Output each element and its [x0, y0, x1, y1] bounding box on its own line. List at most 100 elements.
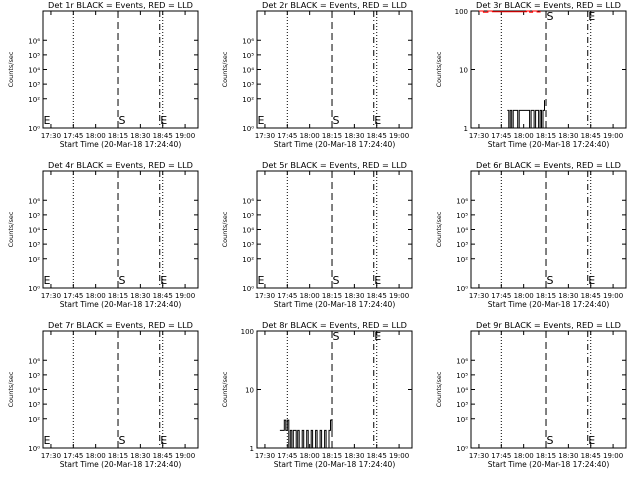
y-tick-label: 10² — [28, 256, 40, 264]
x-tick-label: 17:45 — [63, 452, 83, 460]
panel-title: Det 6r BLACK = Events, RED = LLD — [476, 160, 621, 170]
marker-label-E: E — [160, 434, 167, 447]
y-tick-label: 10⁶ — [456, 197, 468, 205]
marker-label-E: E — [374, 274, 381, 287]
x-tick-label: 18:45 — [153, 132, 173, 140]
x-tick-label: 18:45 — [367, 452, 387, 460]
y-tick-label: 1 — [464, 125, 468, 133]
marker-label-edge: E — [44, 274, 51, 287]
x-tick-label: 19:00 — [603, 132, 623, 140]
x-axis-label: Start Time (20-Mar-18 17:24:40) — [488, 300, 610, 309]
y-axis-label: Counts/sec — [221, 371, 229, 407]
marker-label-edge: E — [258, 274, 265, 287]
y-tick-label: 10³ — [242, 81, 254, 89]
panel-det-4: Det 4r BLACK = Events, RED = LLD Counts/s… — [7, 160, 199, 309]
x-tick-label: 17:30 — [469, 292, 489, 300]
y-tick-label: 10⁶ — [28, 197, 40, 205]
y-tick-label: 10⁶ — [456, 357, 468, 365]
panel-det-3: Det 3r BLACK = Events, RED = LLD Counts/s… — [435, 0, 627, 149]
panel-det-9: Det 9r BLACK = Events, RED = LLD Counts/s… — [435, 320, 627, 469]
x-tick-label: 18:30 — [130, 452, 150, 460]
y-tick-label: 10² — [28, 96, 40, 104]
y-tick-label: 10² — [242, 256, 254, 264]
x-tick-label: 19:00 — [389, 132, 409, 140]
x-tick-label: 17:45 — [277, 132, 297, 140]
y-tick-label: 10⁵ — [456, 212, 468, 220]
x-tick-label: 19:00 — [175, 132, 195, 140]
x-axis-label: Start Time (20-Mar-18 17:24:40) — [60, 140, 182, 149]
y-axis-label: Counts/sec — [221, 51, 229, 87]
x-tick-label: 17:45 — [63, 292, 83, 300]
x-tick-label: 17:45 — [277, 292, 297, 300]
x-tick-label: 17:30 — [41, 132, 61, 140]
y-tick-label: 10 — [245, 387, 254, 395]
y-tick-label: 100 — [455, 8, 468, 16]
y-tick-label: 10⁰ — [28, 125, 40, 133]
x-tick-label: 18:15 — [536, 292, 556, 300]
y-tick-label: 10⁵ — [242, 212, 254, 220]
x-tick-label: 18:30 — [558, 452, 578, 460]
x-tick-label: 17:45 — [491, 292, 511, 300]
x-tick-label: 18:30 — [558, 292, 578, 300]
plot-frame — [470, 330, 627, 449]
y-axis-label: Counts/sec — [435, 51, 443, 87]
x-tick-label: 19:00 — [603, 452, 623, 460]
marker-label-S: S — [547, 434, 554, 447]
x-tick-label: 18:45 — [581, 292, 601, 300]
x-tick-label: 17:30 — [255, 132, 275, 140]
x-tick-label: 17:30 — [255, 292, 275, 300]
y-axis-label: Counts/sec — [7, 51, 15, 87]
x-axis-label: Start Time (20-Mar-18 17:24:40) — [274, 460, 396, 469]
x-tick-label: 19:00 — [175, 292, 195, 300]
y-tick-label: 10⁵ — [456, 372, 468, 380]
plot-frame — [42, 330, 199, 449]
panel-det-2: Det 2r BLACK = Events, RED = LLD Counts/s… — [221, 0, 413, 149]
marker-label-S: S — [333, 330, 340, 343]
x-tick-label: 18:00 — [86, 292, 106, 300]
marker-label-S: S — [119, 274, 126, 287]
marker-label-S: S — [119, 434, 126, 447]
y-tick-label: 10⁰ — [456, 285, 468, 293]
y-tick-label: 10⁵ — [242, 52, 254, 60]
series-line-1 — [279, 419, 333, 449]
x-tick-label: 18:30 — [344, 132, 364, 140]
y-tick-label: 10² — [456, 416, 468, 424]
y-tick-label: 10⁶ — [28, 357, 40, 365]
plot-frame — [470, 170, 627, 289]
x-tick-label: 18:00 — [86, 132, 106, 140]
panel-title: Det 2r BLACK = Events, RED = LLD — [262, 0, 407, 10]
x-tick-label: 18:30 — [130, 292, 150, 300]
marker-label-E: E — [160, 274, 167, 287]
marker-label-E: E — [588, 274, 595, 287]
marker-label-S: S — [333, 274, 340, 287]
y-tick-label: 10⁴ — [456, 387, 468, 395]
panel-det-5: Det 5r BLACK = Events, RED = LLD Counts/s… — [221, 160, 413, 309]
x-tick-label: 18:15 — [536, 452, 556, 460]
x-tick-label: 18:00 — [514, 452, 534, 460]
x-tick-label: 18:45 — [367, 292, 387, 300]
marker-label-edge: E — [44, 114, 51, 127]
plot-frame — [42, 170, 199, 289]
y-tick-label: 10⁰ — [242, 125, 254, 133]
x-tick-label: 18:15 — [108, 452, 128, 460]
marker-label-E: E — [374, 114, 381, 127]
y-tick-label: 10³ — [28, 401, 40, 409]
x-tick-label: 18:45 — [153, 292, 173, 300]
marker-label-E: E — [588, 434, 595, 447]
x-tick-label: 17:30 — [469, 132, 489, 140]
x-tick-label: 18:30 — [130, 132, 150, 140]
y-axis-label: Counts/sec — [435, 211, 443, 247]
x-axis-label: Start Time (20-Mar-18 17:24:40) — [274, 140, 396, 149]
y-axis-label: Counts/sec — [7, 371, 15, 407]
panel-title: Det 7r BLACK = Events, RED = LLD — [48, 320, 193, 330]
y-tick-label: 10⁶ — [28, 37, 40, 45]
series-line-2 — [478, 10, 541, 13]
marker-label-edge: E — [44, 434, 51, 447]
panel-det-8: Det 8r BLACK = Events, RED = LLD Counts/s… — [221, 320, 413, 469]
y-tick-label: 10⁰ — [28, 285, 40, 293]
y-tick-label: 10⁴ — [456, 227, 468, 235]
x-tick-label: 19:00 — [389, 452, 409, 460]
x-tick-label: 18:00 — [300, 452, 320, 460]
y-tick-label: 10⁶ — [242, 37, 254, 45]
